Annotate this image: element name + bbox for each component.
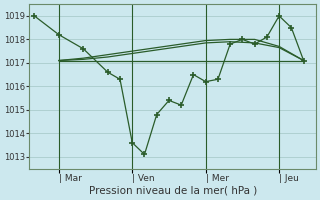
X-axis label: Pression niveau de la mer( hPa ): Pression niveau de la mer( hPa ) [89,186,257,196]
